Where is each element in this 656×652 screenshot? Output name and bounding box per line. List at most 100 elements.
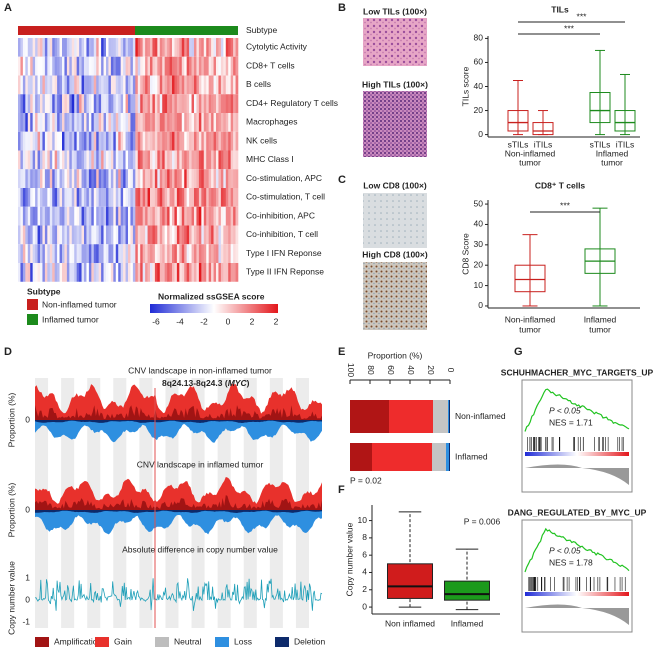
group-label: Non-inflamed bbox=[505, 148, 556, 158]
x-tick-label: 40 bbox=[406, 365, 416, 375]
heatmap-cell bbox=[96, 263, 99, 282]
heatmap-cell bbox=[167, 244, 170, 263]
y-tick-label: 2 bbox=[362, 584, 367, 594]
heatmap-cell bbox=[225, 263, 229, 282]
heatmap-cell bbox=[25, 244, 29, 263]
heatmap-cell bbox=[101, 225, 104, 245]
heatmap-cell bbox=[213, 263, 217, 282]
heatmap-cell bbox=[230, 56, 234, 76]
heatmap-cell bbox=[218, 94, 222, 113]
heatmap-cell bbox=[115, 169, 119, 188]
heatmap-cell bbox=[108, 188, 112, 207]
heatmap-cell bbox=[69, 75, 73, 95]
y-tick-label: 40 bbox=[474, 81, 484, 91]
heatmap-cell bbox=[169, 244, 173, 263]
heatmap-cell bbox=[106, 56, 109, 76]
heatmap-cell bbox=[20, 75, 24, 95]
heatmap-cell bbox=[191, 225, 195, 245]
heatmap-cell bbox=[52, 188, 55, 207]
heatmap-cell bbox=[98, 225, 102, 245]
image-label: High TILs (100×) bbox=[362, 79, 428, 89]
heatmap-cell bbox=[35, 56, 38, 76]
heatmap-cell bbox=[37, 56, 41, 76]
chart-title: CD8⁺ T cells bbox=[535, 180, 586, 190]
colorbar-tick: 2 bbox=[274, 316, 279, 326]
heatmap-cell bbox=[159, 263, 163, 282]
heatmap-cell bbox=[108, 206, 112, 226]
heatmap-cell bbox=[220, 38, 224, 57]
heatmap-cell bbox=[140, 56, 143, 76]
heatmap-cell bbox=[84, 150, 87, 170]
heatmap-cell bbox=[220, 113, 224, 132]
heatmap-cell bbox=[76, 188, 80, 207]
heatmap-cell bbox=[42, 150, 46, 170]
heatmap-cell bbox=[191, 263, 195, 282]
heatmap-cell bbox=[57, 113, 60, 132]
heatmap-cell bbox=[181, 113, 185, 132]
heatmap-cell bbox=[91, 263, 95, 282]
heatmap-cell bbox=[225, 169, 229, 188]
heatmap-cell bbox=[169, 225, 173, 245]
heatmap-cell bbox=[211, 94, 214, 113]
heatmap-cell bbox=[32, 263, 36, 282]
heatmap-cell bbox=[123, 263, 126, 282]
heatmap-cell bbox=[128, 188, 131, 207]
heatmap-cell bbox=[44, 150, 48, 170]
heatmap-cell bbox=[206, 75, 209, 95]
heatmap-cell bbox=[189, 225, 192, 245]
heatmap-cell bbox=[86, 188, 90, 207]
heatmap-cell bbox=[108, 225, 112, 245]
heatmap-cell bbox=[172, 150, 175, 170]
heatmap-cell bbox=[106, 113, 109, 132]
heatmap-cell bbox=[27, 38, 31, 57]
y-tick-label: 1 bbox=[25, 572, 30, 582]
heatmap-cell bbox=[135, 263, 139, 282]
heatmap-cell bbox=[159, 244, 163, 263]
heatmap-cell bbox=[198, 94, 202, 113]
heatmap-cell bbox=[145, 206, 148, 226]
heatmap-cell bbox=[96, 94, 99, 113]
heatmap-cell bbox=[30, 56, 33, 76]
heatmap-cell bbox=[52, 94, 55, 113]
heatmap-cell bbox=[198, 225, 202, 245]
heatmap-cell bbox=[74, 113, 77, 132]
heatmap-cell bbox=[213, 75, 217, 95]
heatmap-cell bbox=[140, 188, 143, 207]
heatmap-cell bbox=[32, 94, 36, 113]
heatmap-cell bbox=[218, 244, 222, 263]
heatmap-cell bbox=[132, 131, 136, 151]
heatmap-cell bbox=[20, 131, 24, 151]
heatmap-cell bbox=[181, 56, 185, 76]
heatmap-cell bbox=[32, 169, 36, 188]
heatmap-cell bbox=[76, 75, 80, 95]
heatmap-cell bbox=[206, 225, 209, 245]
heatmap-cell bbox=[20, 188, 24, 207]
heatmap-cell bbox=[103, 113, 107, 132]
heatmap-cell bbox=[128, 94, 131, 113]
heatmap-cell bbox=[110, 188, 114, 207]
legend-swatch bbox=[95, 637, 109, 647]
heatmap-cell bbox=[179, 150, 183, 170]
heatmap-cell bbox=[54, 150, 58, 170]
heatmap-cell bbox=[189, 263, 192, 282]
heatmap-cell bbox=[22, 113, 26, 132]
heatmap-cell bbox=[201, 225, 205, 245]
heatmap-cell bbox=[174, 225, 178, 245]
heatmap-cell bbox=[64, 38, 68, 57]
heatmap-cell bbox=[27, 131, 31, 151]
heatmap-cell bbox=[194, 131, 197, 151]
heatmap-cell bbox=[74, 150, 77, 170]
heatmap-cell bbox=[66, 263, 70, 282]
heatmap-cell bbox=[108, 169, 112, 188]
heatmap-cell bbox=[35, 225, 38, 245]
heatmap-cell bbox=[25, 169, 29, 188]
heatmap-cell bbox=[203, 206, 207, 226]
y-tick-label: 80 bbox=[474, 33, 484, 43]
heatmap-cell bbox=[96, 38, 99, 57]
y-tick-label: 0 bbox=[478, 129, 483, 139]
heatmap-cell bbox=[110, 225, 114, 245]
heatmap-cell bbox=[176, 94, 180, 113]
heatmap-cell bbox=[211, 56, 214, 76]
heatmap-cell bbox=[169, 38, 173, 57]
heatmap-cell bbox=[132, 206, 136, 226]
